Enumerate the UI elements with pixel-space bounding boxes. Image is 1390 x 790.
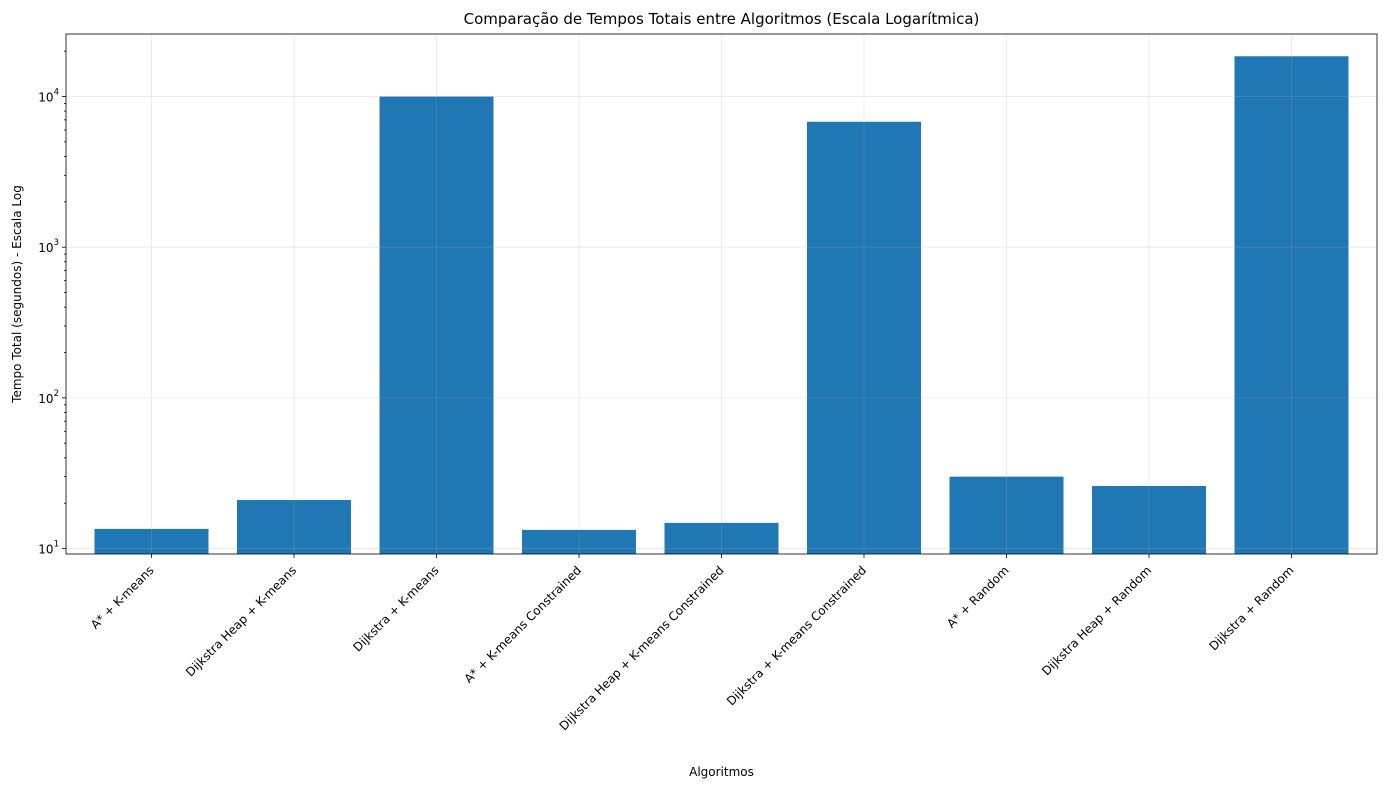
bar	[522, 529, 636, 554]
bar	[1092, 486, 1206, 554]
y-ticks: 101 102 103 104	[38, 50, 66, 557]
y-tick-label: 104	[38, 88, 59, 105]
bars	[94, 56, 1349, 555]
bar	[237, 499, 351, 554]
y-axis-label: Tempo Total (segundos) - Escala Log	[10, 185, 24, 404]
plot-frame	[65, 33, 1378, 555]
bar	[1234, 56, 1349, 555]
y-tick-label: 101	[38, 540, 59, 557]
chart-title: Comparação de Tempos Totais entre Algori…	[464, 10, 980, 28]
y-tick-label: 102	[38, 389, 59, 406]
axes	[65, 33, 1378, 555]
y-tick-label: 103	[38, 238, 59, 255]
bar	[664, 522, 779, 554]
grid	[66, 34, 1377, 554]
bar	[94, 528, 209, 554]
x-axis-label: Algoritmos	[689, 765, 754, 779]
bar	[807, 121, 921, 554]
bar	[949, 476, 1064, 554]
bar	[379, 96, 494, 555]
